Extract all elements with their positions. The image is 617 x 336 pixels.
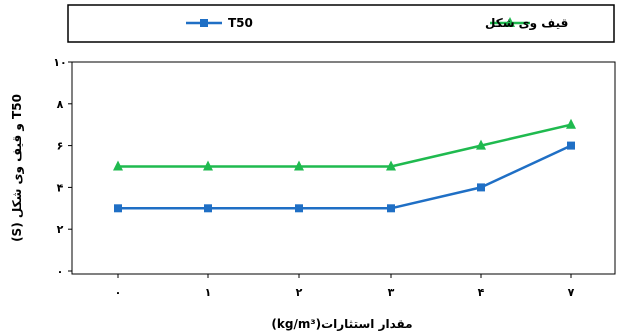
y-ticks: ۰ ۲ ۴ ۶ ۸ ۱۰ (53, 56, 72, 278)
data-point (566, 118, 576, 129)
y-axis-title: T50 و قیف وی شکل (S) (10, 94, 25, 242)
data-point (387, 204, 395, 213)
series-layer (113, 118, 576, 213)
series-line-1 (118, 123, 572, 168)
legend-label-1: قیف وی شکل (485, 16, 568, 31)
data-point (294, 160, 304, 171)
legend-entry-0: T50 (186, 16, 253, 30)
data-point (203, 160, 213, 171)
y-tick-label: ۲ (57, 223, 64, 236)
data-point (113, 160, 123, 171)
data-point (476, 139, 486, 150)
series-line-0 (118, 144, 572, 210)
legend-entry-1: قیف وی شکل (485, 16, 568, 31)
data-point (567, 141, 575, 150)
x-tick-label: ۰ (115, 286, 122, 299)
x-tick-label: ۲ (296, 286, 303, 299)
x-tick-label: ۴ (478, 286, 485, 299)
legend-marker-0 (200, 19, 208, 27)
y-tick-label: ۴ (57, 181, 64, 194)
x-tick-label: ۱ (205, 286, 212, 299)
x-axis-title: مقدار استثارات(kg/m³) (271, 317, 412, 331)
plot-area (71, 61, 616, 275)
x-tick-label: ۷ (568, 286, 575, 299)
y-tick-label: ۶ (57, 140, 64, 153)
data-point (386, 160, 396, 171)
x-ticks: ۰ ۱ ۲ ۳ ۴ ۷ (115, 274, 575, 299)
data-point (295, 204, 303, 213)
data-point (477, 183, 485, 192)
legend-label-0: T50 (228, 16, 253, 30)
legend: T50 قیف وی شکل (67, 4, 615, 43)
y-tick-label: ۰ (57, 265, 64, 278)
data-point (114, 204, 122, 213)
legend-marker-1 (505, 17, 515, 27)
x-tick-label: ۳ (388, 286, 395, 299)
data-point (204, 204, 212, 213)
y-tick-label: ۱۰ (53, 56, 66, 69)
y-tick-label: ۸ (57, 98, 64, 111)
